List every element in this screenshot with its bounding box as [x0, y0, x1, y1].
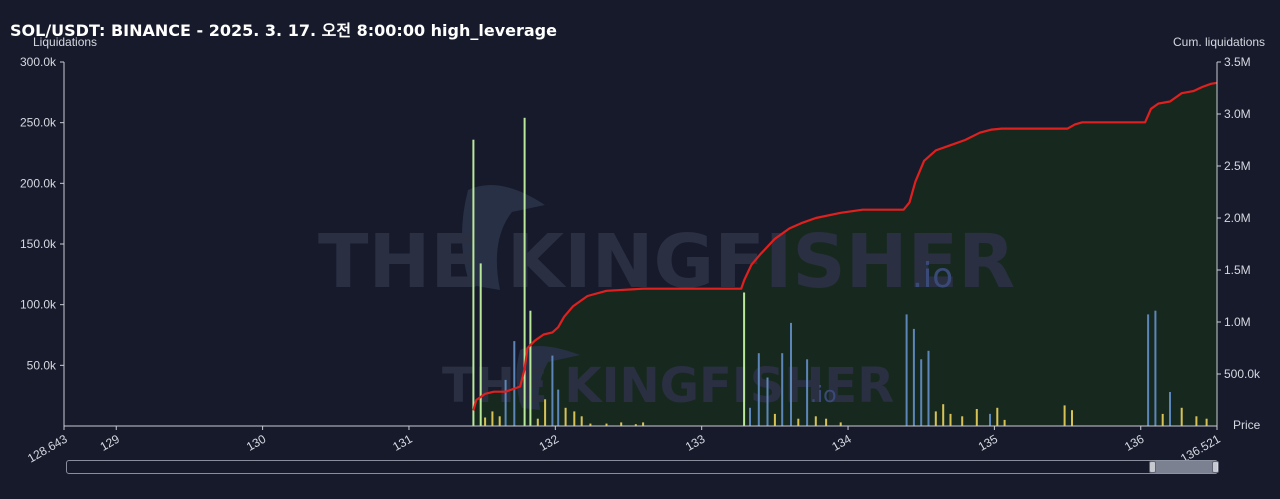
liquidation-bar: [484, 417, 487, 426]
watermark-suffix: .io: [912, 256, 953, 296]
liquidation-bar: [942, 404, 945, 426]
range-handle-left[interactable]: [1149, 461, 1156, 473]
range-scrollbar-thumb[interactable]: [1149, 460, 1219, 474]
liquidation-bar: [1195, 416, 1198, 426]
watermark-text: THE KINGFISHER: [318, 219, 1015, 305]
liquidation-bar: [1180, 407, 1183, 426]
y-left-tick-label: 200.0k: [20, 176, 57, 190]
liquidation-bar: [491, 411, 494, 426]
liquidation-bar: [961, 416, 964, 426]
liquidation-bar: [1071, 410, 1073, 426]
y-left-tick-label: 300.0k: [20, 55, 57, 69]
liquidation-bar: [934, 411, 937, 426]
x-tick-label: 131: [390, 432, 415, 454]
range-handle-right[interactable]: [1212, 461, 1219, 473]
y-left-tick-label: 150.0k: [20, 237, 57, 251]
liquidation-bar: [573, 411, 576, 426]
y-left-tick-label: 50.0k: [27, 358, 57, 372]
liquidation-bar: [912, 328, 915, 426]
x-tick-label: 128.643: [25, 432, 70, 466]
liquidation-bar: [905, 314, 908, 426]
liquidation-bar: [557, 389, 560, 426]
x-tick-label: 133: [683, 432, 708, 454]
liquidation-bar: [523, 117, 526, 427]
liquidation-bar: [1063, 405, 1066, 426]
liquidation-bar: [551, 355, 554, 426]
kingfisher-logo-small-icon: [516, 346, 580, 410]
liquidation-bar: [975, 409, 978, 426]
liquidation-bar: [1003, 419, 1006, 426]
right-axis-label: Cum. liquidations: [1173, 35, 1266, 49]
y-right-tick-label: 1.0M: [1224, 315, 1251, 329]
liquidation-bar: [839, 422, 842, 426]
watermark-text-small: THE KINGFISHER: [442, 358, 894, 414]
liquidation-bar: [642, 422, 645, 426]
liquidation-bar: [814, 416, 817, 426]
liquidation-bars: [472, 117, 1208, 427]
liquidation-bar: [504, 379, 507, 426]
liquidation-bar: [825, 418, 828, 426]
liquidation-bar: [743, 292, 746, 426]
liquidation-bar: [1147, 314, 1150, 426]
liquidation-bar: [766, 377, 769, 426]
liquidation-bar: [634, 424, 637, 426]
x-tick-label: 130: [244, 432, 269, 454]
liquidation-bar: [996, 407, 999, 426]
y-right-tick-label: 3.5M: [1224, 55, 1251, 69]
x-tick-label: 136: [1122, 432, 1147, 454]
y-right-tick-label: 500.0k: [1224, 367, 1261, 381]
watermark: THE KINGFISHER .io THE KINGFISHER .io: [318, 185, 1015, 414]
x-tick-label: 134: [829, 432, 854, 454]
cumulative-line: [472, 81, 1218, 411]
cumulative-area: [473, 82, 1217, 427]
chart-title: SOL/USDT: BINANCE - 2025. 3. 17. 오전 8:00…: [10, 21, 557, 40]
liquidation-bar: [797, 418, 800, 426]
y-left-tick-label: 100.0k: [20, 298, 57, 312]
liquidation-bar: [781, 353, 784, 426]
y-right-tick-label: 3.0M: [1224, 107, 1251, 121]
y-left-tick-label: 250.0k: [20, 116, 57, 130]
y-right-tick-label: 2.0M: [1224, 211, 1251, 225]
liquidation-bar: [773, 413, 776, 426]
liquidation-bar: [1154, 310, 1157, 426]
liquidation-bar: [498, 416, 501, 426]
liquidation-bar: [529, 310, 532, 426]
liquidation-bar: [513, 341, 516, 426]
liquidation-bar: [1205, 418, 1208, 426]
x-tick-label: 135: [976, 432, 1001, 454]
liquidation-bar: [620, 422, 623, 426]
liquidation-bar: [1169, 392, 1171, 426]
liquidation-bar: [790, 322, 792, 426]
liquidation-bar: [806, 359, 809, 426]
liquidation-bar: [536, 418, 539, 426]
left-axis-label: Liquidations: [33, 35, 98, 49]
liquidation-bar: [920, 359, 923, 426]
liquidation-bar: [580, 416, 583, 426]
y-right-tick-label: 2.5M: [1224, 159, 1251, 173]
x-tick-label: 132: [537, 432, 562, 454]
liquidation-bar: [544, 399, 547, 426]
cumulative-line-group: [472, 81, 1218, 411]
liquidation-bar: [749, 407, 751, 426]
liquidation-bar: [605, 423, 608, 426]
y-right-tick-label: 1.5M: [1224, 263, 1251, 277]
x-axis-label: Price: [1233, 418, 1261, 432]
kingfisher-logo-icon: [461, 185, 545, 290]
cumulative-area-fill: [473, 82, 1217, 427]
liquidation-bar: [927, 350, 930, 426]
range-scrollbar[interactable]: [66, 460, 1219, 474]
liquidation-bar: [949, 413, 952, 426]
liquidation-bar: [472, 139, 475, 426]
liquidation-bar: [589, 423, 592, 426]
liquidation-bar: [564, 407, 567, 426]
liquidation-bar: [989, 413, 991, 426]
liquidation-bar: [1161, 413, 1164, 426]
liquidation-bar: [479, 263, 482, 426]
x-tick-label: 129: [98, 432, 123, 454]
liquidation-bar: [757, 353, 760, 426]
watermark-suffix-small: .io: [810, 383, 837, 408]
